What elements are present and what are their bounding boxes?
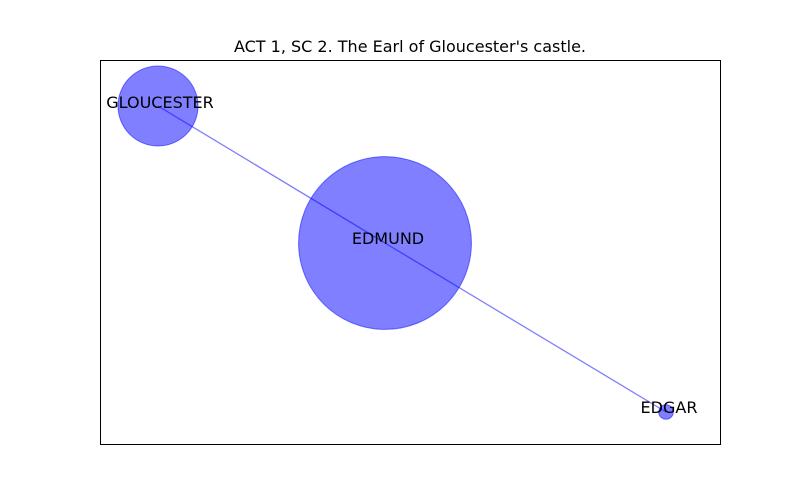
node-label-edmund: EDMUND xyxy=(352,229,424,248)
nodes-layer xyxy=(117,65,674,420)
node-label-edgar: EDGAR xyxy=(641,398,698,417)
node-gloucester xyxy=(117,65,199,147)
labels-layer: GLOUCESTER EDMUND EDGAR xyxy=(106,93,697,417)
plot-frame xyxy=(100,60,721,445)
node-edgar xyxy=(658,404,674,420)
chart-title: ACT 1, SC 2. The Earl of Gloucester's ca… xyxy=(234,37,586,56)
node-label-gloucester: GLOUCESTER xyxy=(106,93,213,112)
node-edmund xyxy=(298,156,472,330)
